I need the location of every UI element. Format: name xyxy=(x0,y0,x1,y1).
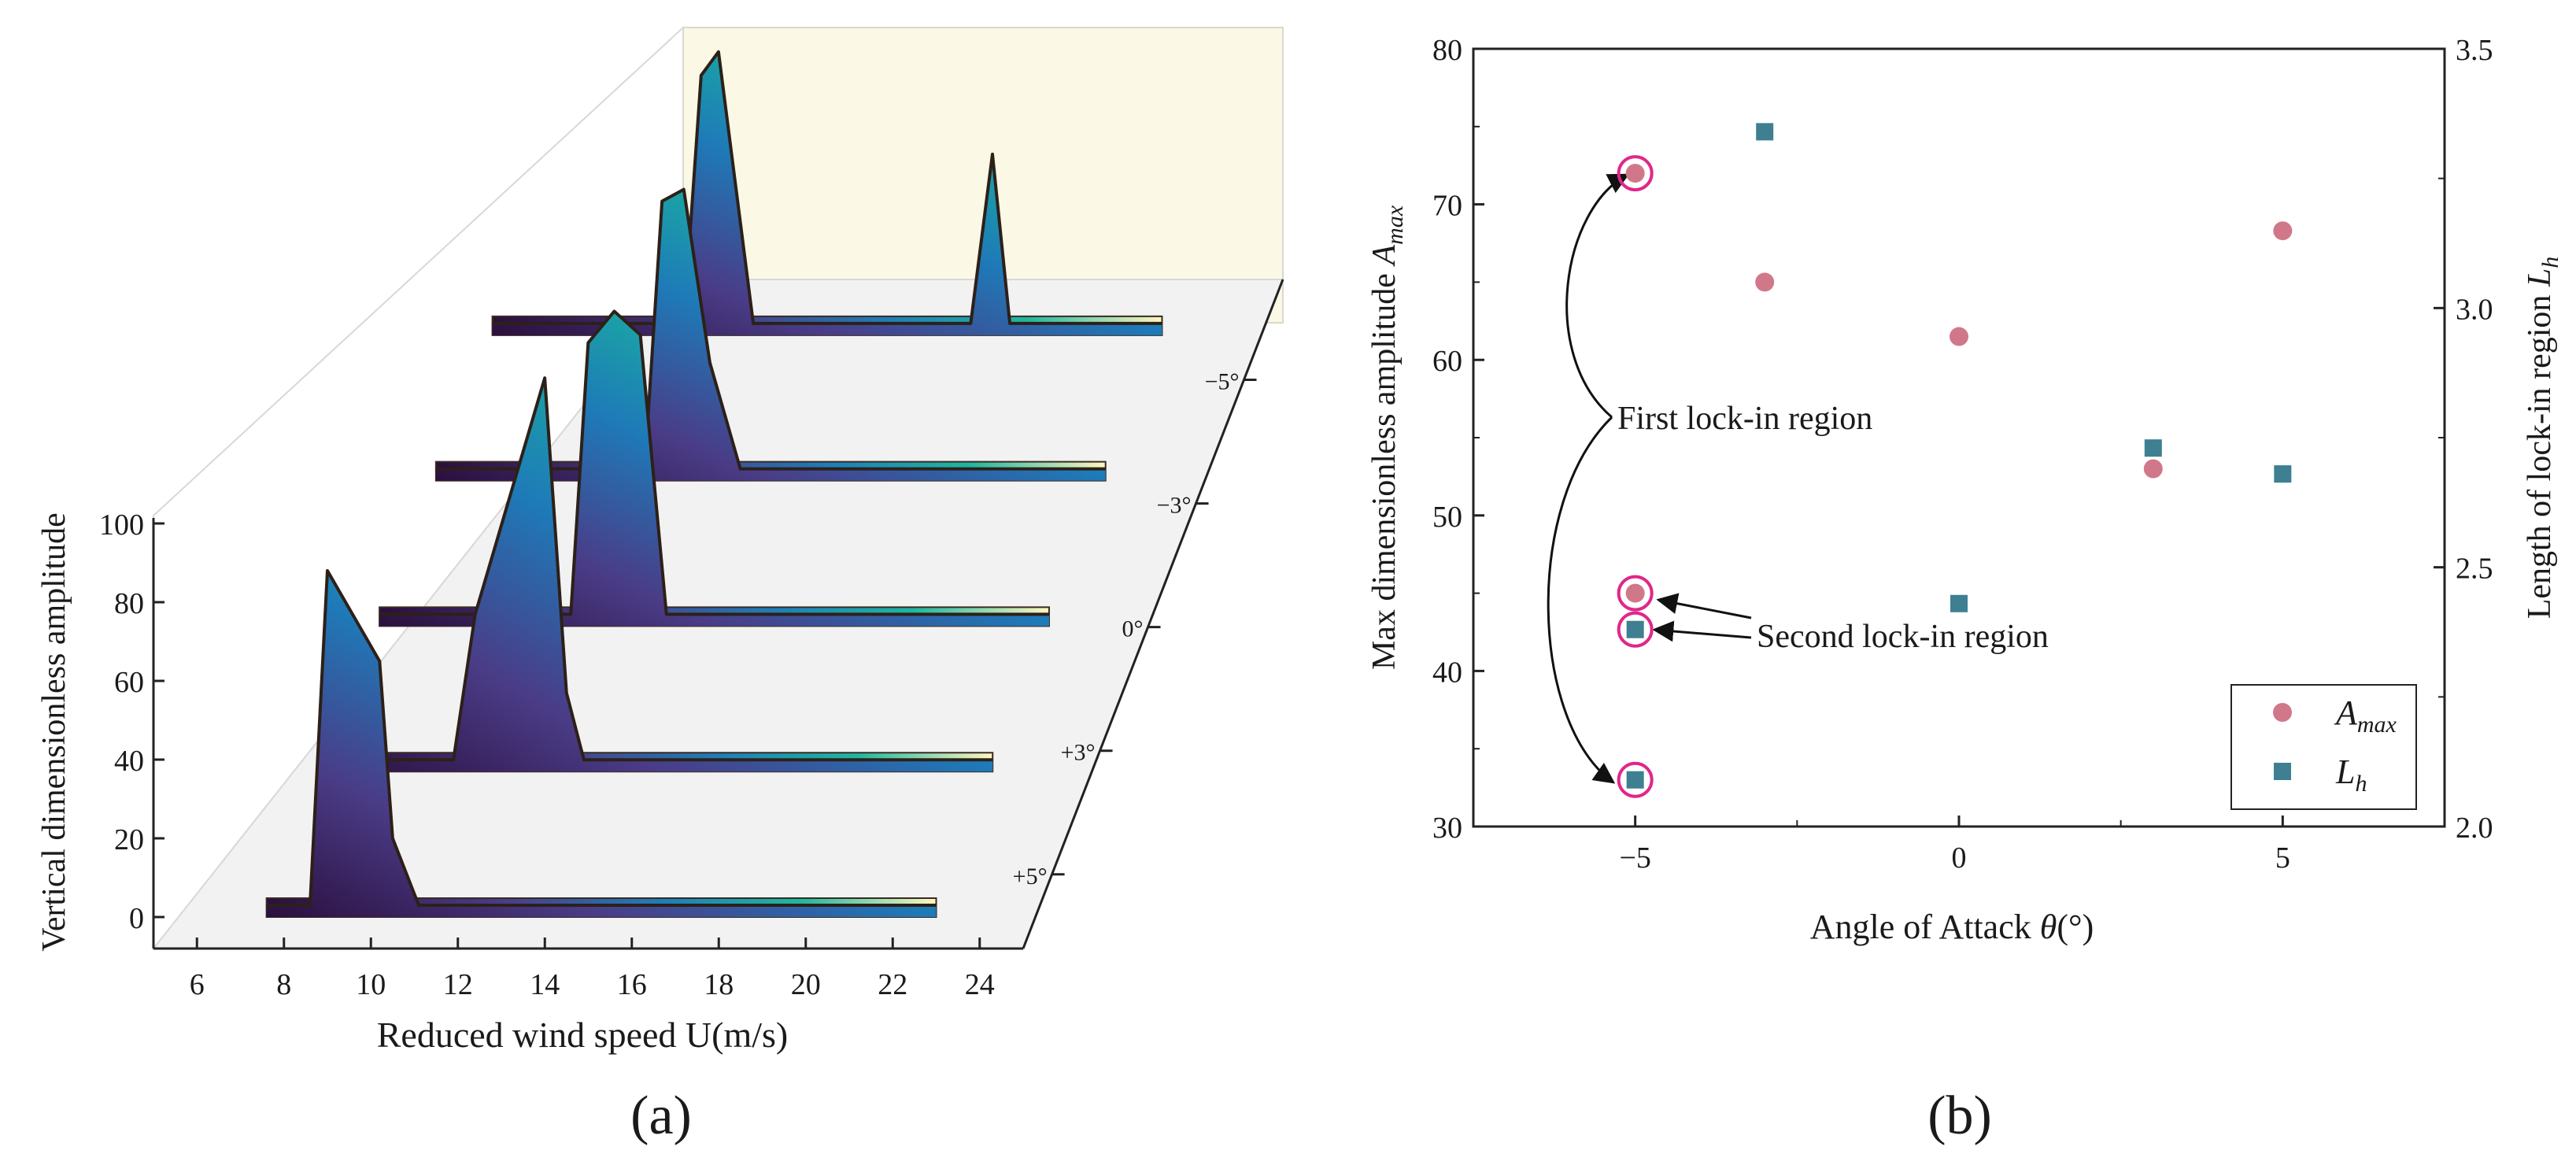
highlight-ring-lh xyxy=(1617,761,1654,798)
y-tick-label: 100 xyxy=(99,509,144,542)
right-y-tick-label: 2.5 xyxy=(2456,553,2493,586)
y-tick-label: 80 xyxy=(114,587,144,620)
x-tick-label: 12 xyxy=(443,968,473,1001)
right-y-tick-label: 3.0 xyxy=(2456,293,2493,326)
x-tick-label: 22 xyxy=(878,968,907,1001)
x-tick-label: 8 xyxy=(276,968,291,1001)
x-tick-label-b: 0 xyxy=(1952,841,1967,875)
legend-marker-amax xyxy=(2273,703,2292,722)
x-tick-label: 6 xyxy=(190,968,205,1001)
first-lock-in-arrow-up xyxy=(1565,173,1630,419)
depth-axis-line xyxy=(1022,279,1284,949)
second-lock-in-label: Second lock-in region xyxy=(1757,619,2049,655)
ribbon-outline-+5° xyxy=(266,569,937,907)
right-y-tick-label: 3.5 xyxy=(2456,34,2493,67)
right-y-axis-label: Length of lock-in region Lh xyxy=(2522,257,2563,619)
depth-tick-label: −3° xyxy=(1157,493,1192,519)
x-axis-label-b: Angle of Attack θ(°) xyxy=(1810,908,2094,946)
ribbon-area-−5° xyxy=(492,51,1162,335)
depth-tick-label: +5° xyxy=(1013,864,1048,889)
ribbon-area-+3° xyxy=(323,378,993,772)
panel-a-3d-chart: 0 20 40 60 80 100 6 8 10 12 14 16 18 20 22 24 +5° +3° 0° −3… xyxy=(36,25,1284,1146)
legend: Amax Lh xyxy=(2230,684,2417,810)
highlight-ring-lh xyxy=(1617,611,1654,648)
ribbons-group xyxy=(265,50,1163,918)
ribbon-area-+5° xyxy=(266,571,937,917)
point-amax xyxy=(2273,221,2293,241)
left-y-tick-label: 60 xyxy=(1432,345,1462,378)
x-tick-label: 16 xyxy=(617,968,647,1001)
x-tick-label: 20 xyxy=(791,968,821,1001)
y-tick-label: 60 xyxy=(114,666,144,699)
left-y-tick-label: 70 xyxy=(1432,190,1462,223)
x-tick-label: 10 xyxy=(356,968,386,1001)
panel-a-label: (a) xyxy=(630,1085,692,1146)
point-lh xyxy=(2144,439,2162,457)
panel-b-label: (b) xyxy=(1927,1085,1992,1146)
point-amax xyxy=(1950,327,1968,346)
ribbon-outline-−5° xyxy=(492,50,1162,325)
y-axis-label: Vertical dimensionless amplitude xyxy=(36,512,72,952)
left-y-tick-label: 50 xyxy=(1432,501,1462,534)
x-tick-label-b: −5 xyxy=(1619,841,1650,875)
panel-b-annotations: First lock-in region Second lock-in regi… xyxy=(1547,173,2049,784)
point-lh xyxy=(1626,620,1644,638)
ribbon-outline-+3° xyxy=(323,376,993,762)
depth-tick-label: +3° xyxy=(1061,740,1096,766)
point-lh xyxy=(1950,594,1968,612)
y-tick-label: 0 xyxy=(129,902,144,935)
panel-b-ticks: 30 40 50 60 70 80 2.0 2.5 3.0 3.5 −5 0 5 xyxy=(1432,34,2493,875)
point-lh xyxy=(1756,123,1774,141)
panel-b-points xyxy=(1617,123,2293,798)
second-lock-in-arrow-2 xyxy=(1652,620,1752,642)
left-y-tick-label: 80 xyxy=(1432,34,1462,67)
point-amax xyxy=(1625,164,1645,183)
panel-a-ticks: 0 20 40 60 80 100 6 8 10 12 14 16 18 20 22 24 +5° +3° 0° −3… xyxy=(99,369,1257,1001)
point-lh xyxy=(1626,771,1644,789)
highlight-ring-amax xyxy=(1617,575,1654,612)
point-amax xyxy=(2143,459,2163,479)
left-y-tick-label: 30 xyxy=(1432,812,1462,845)
legend-marker-lh xyxy=(2274,763,2291,780)
x-tick-label: 24 xyxy=(965,968,995,1001)
left-y-tick-label: 40 xyxy=(1432,656,1462,689)
x-tick-label: 18 xyxy=(704,968,734,1001)
panel-b-scatter-chart: 30 40 50 60 70 80 2.0 2.5 3.0 3.5 −5 0 5 First lock-… xyxy=(1366,34,2563,1146)
point-amax xyxy=(1625,583,1645,603)
left-y-axis-label: Max dimensionless amplitude Amax xyxy=(1366,205,1408,670)
x-tick-label-b: 5 xyxy=(2275,841,2290,875)
y-tick-label: 40 xyxy=(114,745,144,778)
x-tick-label: 14 xyxy=(530,968,560,1001)
second-lock-in-arrow-1 xyxy=(1656,593,1752,619)
y-tick-label: 20 xyxy=(114,823,144,856)
depth-tick-label: 0° xyxy=(1122,616,1144,642)
point-lh xyxy=(2274,465,2292,483)
legend-box xyxy=(2230,684,2417,810)
depth-tick-label: −5° xyxy=(1205,369,1240,395)
first-lock-in-arrow-down xyxy=(1547,416,1616,784)
point-amax xyxy=(1755,272,1775,292)
first-lock-in-label: First lock-in region xyxy=(1617,401,1872,437)
ribbon-outline-0° xyxy=(379,309,1049,616)
right-y-tick-label: 2.0 xyxy=(2456,812,2493,845)
highlight-ring-amax xyxy=(1617,155,1654,192)
x-axis-label: Reduced wind speed U(m/s) xyxy=(377,1015,789,1055)
